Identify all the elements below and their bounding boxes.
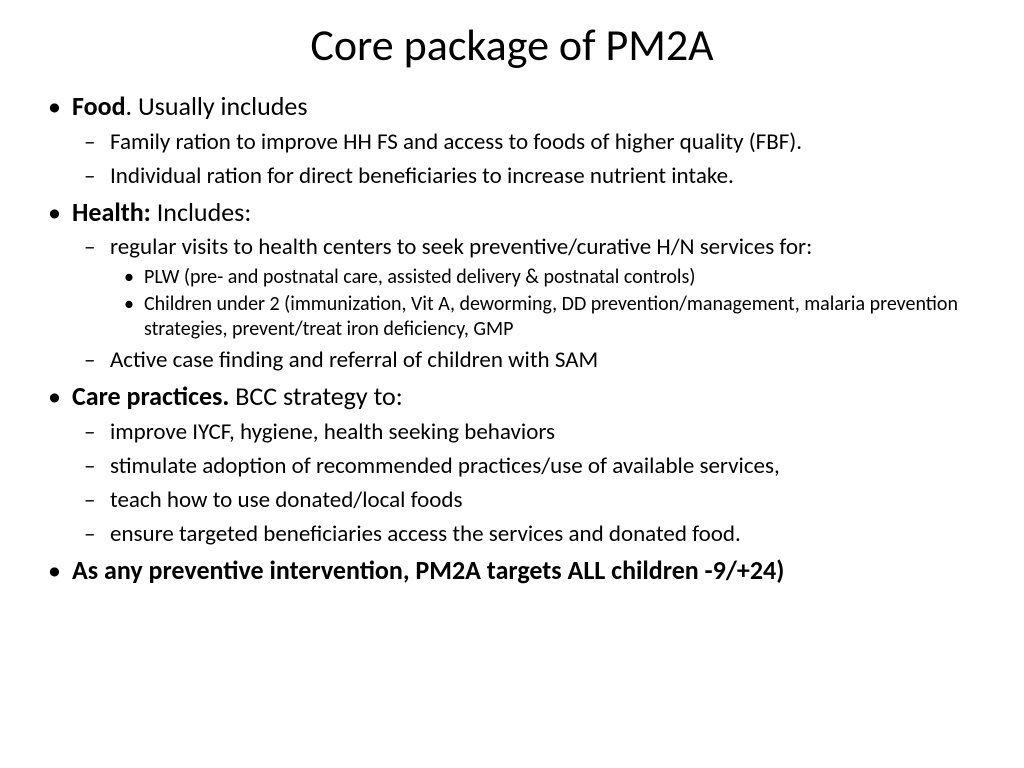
bullet-food-rest: . Usually includes bbox=[126, 90, 308, 122]
care-sub-3: ensure targeted beneficiaries access the… bbox=[72, 520, 994, 550]
bullet-care: Care practices. BCC strategy to: improve… bbox=[30, 380, 994, 549]
health-visits-sub-1: Children under 2 (immunization, Vit A, d… bbox=[110, 292, 994, 342]
food-sub-1: Individual ration for direct beneficiari… bbox=[72, 162, 994, 192]
bullet-health-rest: Includes: bbox=[151, 196, 251, 228]
bullet-food-bold: Food bbox=[72, 90, 126, 122]
slide: Core package of PM2A Food. Usually inclu… bbox=[0, 0, 1024, 768]
food-sub-0: Family ration to improve HH FS and acces… bbox=[72, 128, 994, 158]
health-visits-sublist: PLW (pre- and postnatal care, assisted d… bbox=[110, 265, 994, 342]
food-sublist: Family ration to improve HH FS and acces… bbox=[72, 128, 994, 192]
care-sub-1: stimulate adoption of recommended practi… bbox=[72, 452, 994, 482]
health-visits-text: regular visits to health centers to seek… bbox=[110, 233, 812, 261]
bullet-list: Food. Usually includes Family ration to … bbox=[30, 90, 994, 587]
care-sub-2: teach how to use donated/local foods bbox=[72, 486, 994, 516]
bullet-health-bold: Health: bbox=[72, 196, 151, 228]
health-visits-sub-0: PLW (pre- and postnatal care, assisted d… bbox=[110, 265, 994, 290]
health-active: Active case finding and referral of chil… bbox=[72, 346, 994, 376]
bullet-health: Health: Includes: regular visits to heal… bbox=[30, 196, 994, 377]
bullet-care-bold: Care practices. bbox=[72, 380, 229, 412]
health-visits: regular visits to health centers to seek… bbox=[72, 233, 994, 342]
bullet-final: As any preventive intervention, PM2A tar… bbox=[30, 554, 994, 588]
care-sub-0: improve IYCF, hygiene, health seeking be… bbox=[72, 418, 994, 448]
health-sublist: regular visits to health centers to seek… bbox=[72, 233, 994, 376]
slide-title: Core package of PM2A bbox=[30, 18, 994, 72]
bullet-care-rest: BCC strategy to: bbox=[229, 380, 402, 412]
bullet-food: Food. Usually includes Family ration to … bbox=[30, 90, 994, 192]
care-sublist: improve IYCF, hygiene, health seeking be… bbox=[72, 418, 994, 550]
bullet-final-text: As any preventive intervention, PM2A tar… bbox=[72, 554, 784, 586]
